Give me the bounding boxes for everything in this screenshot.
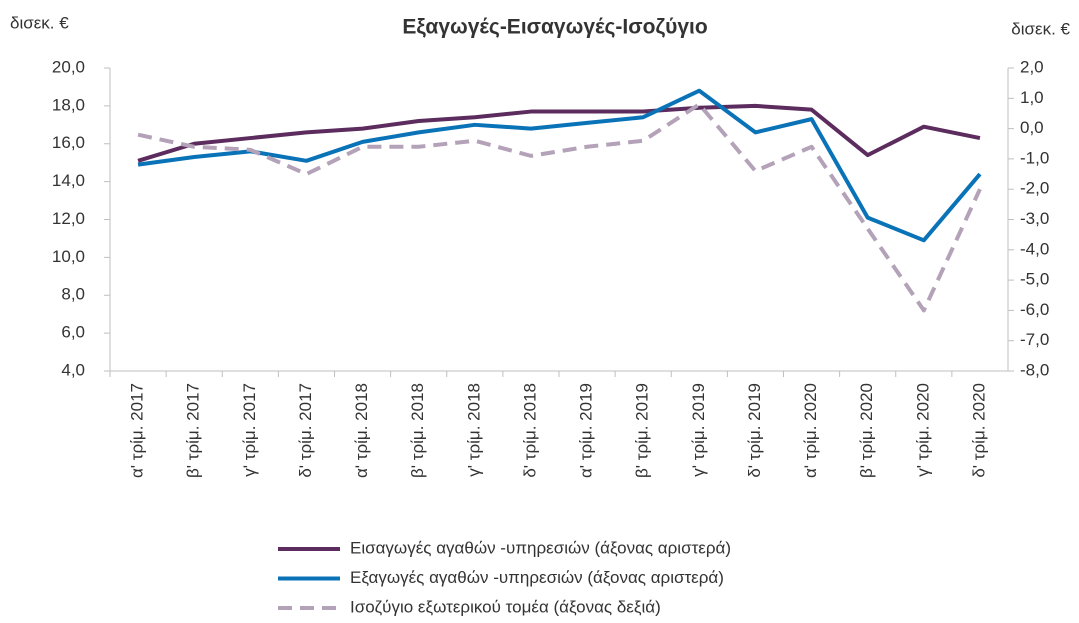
y2-tick-label: -1,0 xyxy=(1020,148,1049,167)
y-tick-label: 14,0 xyxy=(52,171,85,190)
x-tick-label: δ' τρίμ. 2017 xyxy=(296,383,315,478)
x-tick-label: γ' τρίμ. 2018 xyxy=(464,383,483,477)
series-line xyxy=(137,88,982,243)
chart-title: Εξαγωγές-Εισαγωγές-Ισοζύγιο xyxy=(402,16,707,39)
x-tick-label: α' τρίμ. 2018 xyxy=(352,383,371,478)
y-tick-label: 16,0 xyxy=(52,133,85,152)
y-axis-label: δισεκ. € xyxy=(10,13,69,32)
x-tick-label: α' τρίμ. 2017 xyxy=(128,383,147,478)
x-tick-label: α' τρίμ. 2020 xyxy=(801,383,820,478)
x-tick-label: γ' τρίμ. 2019 xyxy=(689,383,708,477)
x-tick-label: δ' τρίμ. 2019 xyxy=(745,383,764,478)
y2-tick-label: -2,0 xyxy=(1020,179,1049,198)
y-tick-label: 4,0 xyxy=(61,360,85,379)
x-tick-label: α' τρίμ. 2019 xyxy=(577,383,596,478)
y2-tick-label: -3,0 xyxy=(1020,209,1049,228)
y-tick-label: 6,0 xyxy=(61,323,85,342)
x-tick-label: β' τρίμ. 2018 xyxy=(408,383,427,478)
y-tick-label: 20,0 xyxy=(52,57,85,76)
y-tick-label: 18,0 xyxy=(52,95,85,114)
y2-tick-label: -5,0 xyxy=(1020,270,1049,289)
y2-tick-label: 0,0 xyxy=(1020,118,1044,137)
x-tick-label: β' τρίμ. 2020 xyxy=(857,383,876,478)
x-tick-label: β' τρίμ. 2019 xyxy=(633,383,652,478)
x-tick-label: γ' τρίμ. 2020 xyxy=(913,383,932,477)
y2-tick-label: 2,0 xyxy=(1020,57,1044,76)
legend-label: Ισοζύγιο εξωτερικού τομέα (άξονας δεξιά) xyxy=(350,597,661,616)
y2-tick-label: -4,0 xyxy=(1020,239,1049,258)
x-tick-label: δ' τρίμ. 2020 xyxy=(969,383,988,478)
y-tick-label: 10,0 xyxy=(52,247,85,266)
y2-tick-label: -6,0 xyxy=(1020,300,1049,319)
legend-label: Εισαγωγές αγαθών -υπηρεσιών (άξονας αρισ… xyxy=(350,538,731,557)
y-tick-label: 12,0 xyxy=(52,209,85,228)
x-tick-label: γ' τρίμ. 2017 xyxy=(240,383,259,477)
x-tick-label: δ' τρίμ. 2018 xyxy=(520,383,539,478)
y2-tick-label: 1,0 xyxy=(1020,88,1044,107)
legend-label: Εξαγωγές αγαθών -υπηρεσιών (άξονας αριστ… xyxy=(350,568,724,587)
series-line xyxy=(137,103,981,163)
y-tick-label: 8,0 xyxy=(61,285,85,304)
series-line xyxy=(137,102,982,313)
y2-tick-label: -7,0 xyxy=(1020,330,1049,349)
x-tick-label: β' τρίμ. 2017 xyxy=(184,383,203,478)
y2-axis-label: δισεκ. € xyxy=(1011,19,1070,38)
y2-tick-label: -8,0 xyxy=(1020,360,1049,379)
